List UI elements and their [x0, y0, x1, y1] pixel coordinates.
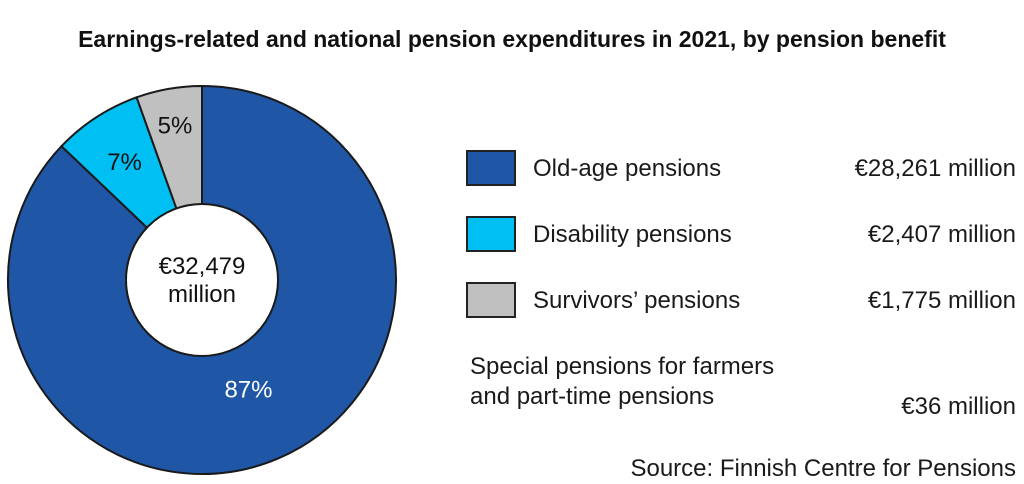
special-pensions-label-line-1: Special pensions for farmers [470, 353, 775, 380]
legend-swatch-survivors [466, 282, 516, 318]
special-pensions-label: Special pensions for farmers and part-ti… [470, 352, 774, 412]
legend-label-disability: Disability pensions [533, 221, 732, 248]
legend-value-survivors: €1,775 million [867, 287, 1016, 314]
legend-value-disability: €2,407 million [867, 221, 1016, 248]
special-pensions-label-line-2: and part-time pensions [470, 383, 715, 410]
legend-label-old-age: Old-age pensions [533, 155, 722, 182]
donut-chart: €32,479 million 87% 7% 5% [7, 84, 397, 475]
special-pensions-value: €36 million [901, 393, 1016, 420]
percent-label-old-age: 87% [224, 376, 272, 403]
center-total-amount: €32,479 [159, 253, 246, 280]
chart-title: Earnings-related and national pension ex… [78, 26, 946, 52]
center-total-unit: million [168, 281, 236, 308]
source-note: Source: Finnish Centre for Pensions [630, 455, 1016, 482]
legend-label-survivors: Survivors’ pensions [533, 287, 741, 314]
legend-swatch-disability [466, 216, 516, 252]
donut-hole [125, 203, 279, 357]
percent-label-disability: 7% [107, 149, 142, 176]
legend-swatch-old-age [466, 150, 516, 186]
percent-label-survivors: 5% [158, 112, 193, 139]
legend-value-old-age: €28,261 million [854, 155, 1016, 182]
